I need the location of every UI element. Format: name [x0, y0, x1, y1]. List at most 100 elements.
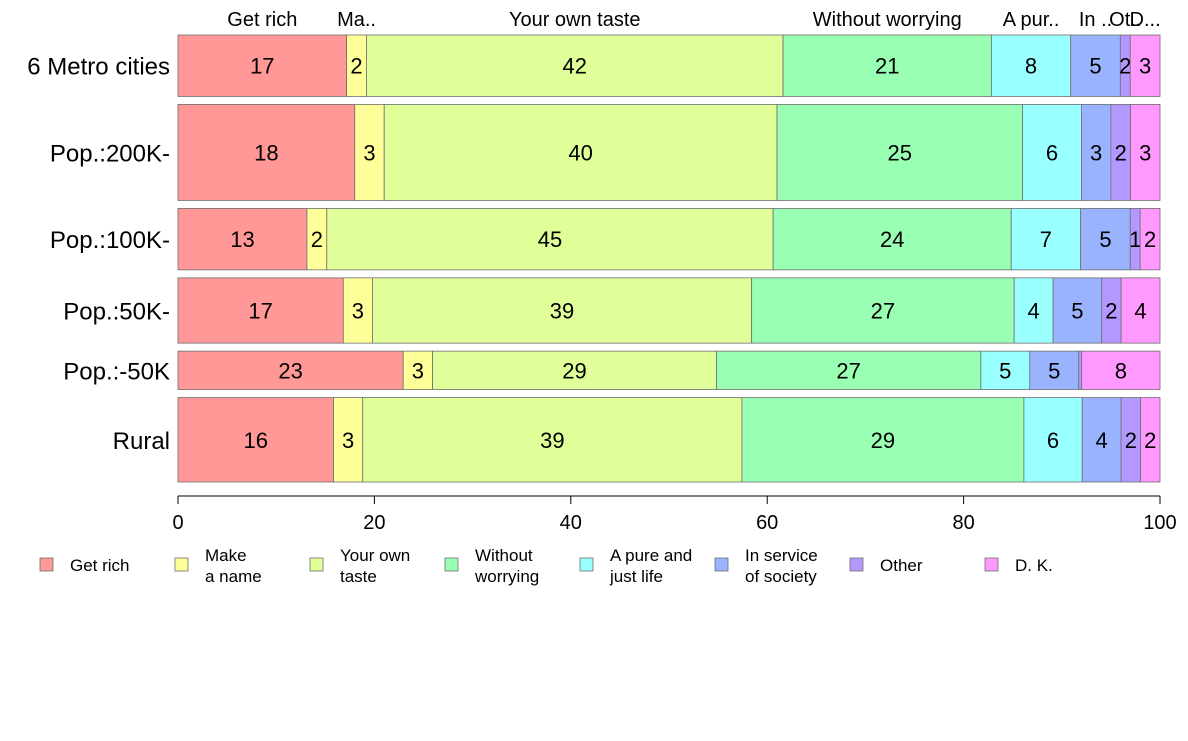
- x-axis: 0 20 40 60 80 100: [172, 495, 1177, 534]
- x-tick-label-0: 0: [172, 512, 183, 534]
- data-label-rural-in-service-of-society: 4: [1096, 428, 1108, 453]
- data-label-pop-50k-get-rich: 17: [248, 298, 272, 323]
- bar-pop-200k-d-k: [1130, 104, 1161, 201]
- data-label-pop-50k-get-rich: 23: [278, 358, 302, 383]
- data-label-pop-50k-other: 2: [1105, 298, 1117, 323]
- data-label-pop-50k-in-service-of-society: 5: [1048, 358, 1060, 383]
- bar-pop-50k-your-own-taste: [432, 350, 717, 390]
- data-label-pop-200k-a-pure-and-just-life: 6: [1046, 140, 1058, 165]
- data-label-rural-d-k: 2: [1144, 428, 1156, 453]
- top-label-a-pure-and-just-life: A pur..: [1003, 9, 1060, 31]
- top-label-other: Ot..: [1109, 9, 1141, 31]
- x-tick-label-20: 20: [363, 512, 385, 534]
- data-label-pop-100k-without-worrying: 24: [880, 227, 904, 252]
- data-label-pop-50k-your-own-taste: 29: [562, 358, 586, 383]
- legend-swatch-d-k: [984, 557, 999, 572]
- bar-pop-50k-without-worrying: [716, 350, 982, 390]
- legend-label-in-service-of-society: In service of society: [745, 546, 818, 586]
- data-label-6-metro-cities-a-pure-and-just-life: 8: [1025, 54, 1037, 79]
- bar-pop-200k-make-a-name: [354, 104, 385, 201]
- data-label-pop-50k-make-a-name: 3: [352, 298, 364, 323]
- data-label-pop-100k-other: 1: [1129, 227, 1141, 252]
- data-label-rural-other: 2: [1125, 428, 1137, 453]
- legend-label-d-k: D. K.: [1015, 556, 1053, 575]
- data-label-pop-200k-other: 2: [1115, 140, 1127, 165]
- bar-pop-50k-your-own-taste: [372, 277, 753, 344]
- bar-pop-100k-a-pure-and-just-life: [1010, 208, 1082, 271]
- legend-swatch-in-service-of-society: [714, 557, 729, 572]
- data-label-6-metro-cities-in-service-of-society: 5: [1089, 54, 1101, 79]
- data-label-pop-100k-d-k: 2: [1144, 227, 1156, 252]
- data-label-pop-100k-a-pure-and-just-life: 7: [1040, 227, 1052, 252]
- legend-swatch-get-rich: [39, 557, 54, 572]
- data-label-pop-50k-a-pure-and-just-life: 4: [1027, 298, 1039, 323]
- bar-6-metro-cities-in-service-of-society: [1070, 34, 1121, 97]
- legend-swatch-make-a-name: [174, 557, 189, 572]
- bar-pop-50k-other: [1078, 350, 1083, 390]
- legend-swatch-other: [849, 557, 864, 572]
- y-tick-6-metro-cities: 6 Metro cities: [27, 54, 170, 81]
- legend-label-make-a-name: Make a name: [205, 546, 262, 586]
- bar-rural-d-k: [1140, 397, 1161, 483]
- data-label-6-metro-cities-your-own-taste: 42: [563, 54, 587, 79]
- data-label-6-metro-cities-get-rich: 17: [250, 54, 274, 79]
- bar-pop-200k-in-service-of-society: [1081, 104, 1112, 201]
- bar-pop-100k-your-own-taste: [326, 208, 774, 271]
- data-label-pop-200k-make-a-name: 3: [363, 140, 375, 165]
- data-label-6-metro-cities-other: 2: [1119, 54, 1131, 79]
- data-label-pop-200k-without-worrying: 25: [888, 140, 912, 165]
- bar-pop-50k-without-worrying: [751, 277, 1015, 344]
- data-label-pop-200k-your-own-taste: 40: [568, 140, 592, 165]
- bar-pop-200k-without-worrying: [776, 104, 1023, 201]
- data-label-pop-50k-d-k: 4: [1134, 298, 1146, 323]
- legend-swatch-a-pure-and-just-life: [579, 557, 594, 572]
- data-label-6-metro-cities-without-worrying: 21: [875, 54, 899, 79]
- bar-rural-without-worrying: [741, 397, 1025, 483]
- y-tick-rural: Rural: [113, 428, 170, 455]
- data-label-pop-50k-your-own-taste: 39: [550, 298, 574, 323]
- bar-6-metro-cities-a-pure-and-just-life: [990, 34, 1072, 97]
- data-label-pop-100k-your-own-taste: 45: [538, 227, 562, 252]
- data-label-pop-50k-without-worrying: 27: [871, 298, 895, 323]
- data-label-pop-50k-in-service-of-society: 5: [1071, 298, 1083, 323]
- bar-pop-100k-get-rich: [177, 208, 308, 271]
- data-label-6-metro-cities-make-a-name: 2: [350, 54, 362, 79]
- top-label-get-rich: Get rich: [227, 9, 297, 31]
- data-label-6-metro-cities-d-k: 3: [1139, 54, 1151, 79]
- data-label-pop-100k-get-rich: 13: [230, 227, 254, 252]
- data-label-pop-50k-make-a-name: 3: [412, 358, 424, 383]
- top-label-your-own-taste: Your own taste: [509, 9, 641, 31]
- x-tick-label-60: 60: [756, 512, 778, 534]
- legend-label-other: Other: [880, 556, 923, 575]
- bar-pop-50k-in-service-of-society: [1052, 277, 1103, 344]
- bar-pop-50k-d-k: [1120, 277, 1161, 344]
- y-tick-pop-100k: Pop.:100K-: [50, 227, 170, 254]
- top-series-labels: Get rich Ma.. Your own taste Without worryi…: [227, 9, 1160, 31]
- legend-label-your-own-taste: Your own taste: [340, 546, 410, 586]
- bar-rural-in-service-of-society: [1081, 397, 1122, 483]
- legend-swatch-without-worrying: [444, 557, 459, 572]
- x-tick-label-100: 100: [1143, 512, 1176, 534]
- bar-pop-50k-get-rich: [177, 350, 404, 390]
- bars-group: 17 2 42 21 8 5 2 318 3 40 25 6 3 2 313 2 45 24 7 5 1 217 3 39 27…: [177, 34, 1161, 483]
- bar-pop-50k-in-service-of-society: [1029, 350, 1080, 390]
- bar-pop-50k-make-a-name: [402, 350, 433, 390]
- data-label-rural-make-a-name: 3: [342, 428, 354, 453]
- data-label-pop-50k-without-worrying: 27: [836, 358, 860, 383]
- bar-pop-200k-a-pure-and-just-life: [1022, 104, 1082, 201]
- y-tick-pop-50k: Pop.:-50K: [63, 358, 170, 385]
- data-label-rural-a-pure-and-just-life: 6: [1047, 428, 1059, 453]
- data-label-pop-50k-d-k: 8: [1115, 358, 1127, 383]
- y-tick-pop-50k: Pop.:50K-: [63, 298, 170, 325]
- bar-rural-make-a-name: [333, 397, 364, 483]
- bar-pop-100k-in-service-of-society: [1080, 208, 1131, 271]
- bar-pop-50k-get-rich: [177, 277, 344, 344]
- bar-pop-50k-a-pure-and-just-life: [980, 350, 1031, 390]
- data-label-pop-200k-in-service-of-society: 3: [1090, 140, 1102, 165]
- data-label-pop-100k-in-service-of-society: 5: [1099, 227, 1111, 252]
- bar-pop-50k-d-k: [1081, 350, 1161, 390]
- data-label-pop-200k-get-rich: 18: [254, 140, 278, 165]
- x-tick-label-80: 80: [952, 512, 974, 534]
